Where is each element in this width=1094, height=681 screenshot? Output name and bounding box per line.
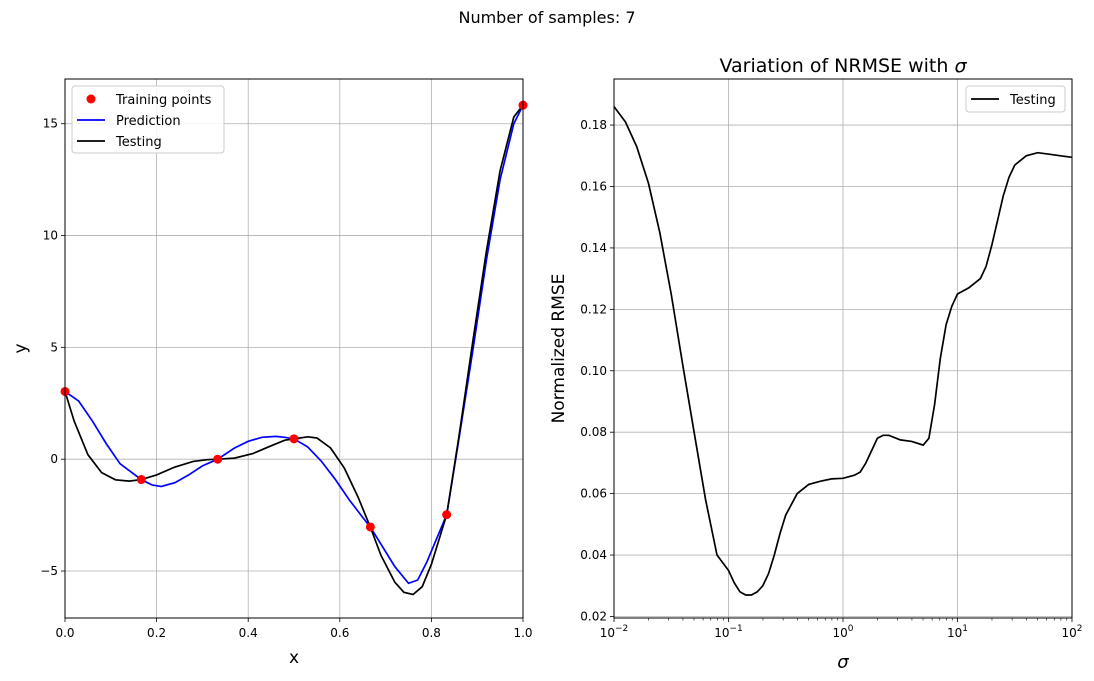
right-x-tick-label: 10−2 — [600, 624, 629, 640]
left-x-axis-label: x — [289, 648, 299, 668]
left-y-tick-label: 10 — [43, 229, 58, 243]
left-x-tick-label: 0.2 — [147, 626, 166, 640]
left-x-tick-label: 1.0 — [513, 626, 532, 640]
right-y-tick-label: 0.06 — [580, 487, 607, 501]
right-x-tick-label: 100 — [832, 624, 853, 640]
right-x-tick-label: 10−1 — [714, 624, 743, 640]
left-y-tick-label: 15 — [43, 117, 58, 131]
left-x-tick-label: 0.0 — [55, 626, 74, 640]
right-x-tick-label: 101 — [947, 624, 968, 640]
right-y-tick-label: 0.02 — [580, 609, 607, 623]
right-series-testing — [614, 106, 1072, 596]
right-y-tick-label: 0.08 — [580, 425, 607, 439]
right-y-tick-label: 0.10 — [580, 364, 607, 378]
left-legend-label: Testing — [115, 135, 162, 150]
right-chart: 10−2 10−1 100 101 102 0.02 0.04 0.06 0.08 0.10 0.1… — [549, 55, 1083, 673]
left-series-prediction — [65, 104, 523, 585]
right-x-tick-label: 102 — [1061, 624, 1082, 640]
right-y-tick-label: 0.14 — [580, 241, 607, 255]
training-point — [213, 454, 223, 464]
left-series-testing — [65, 104, 523, 596]
right-chart-title: Variation of NRMSE with σ — [720, 55, 968, 77]
training-point — [442, 510, 452, 520]
right-y-tick-label: 0.18 — [580, 118, 607, 132]
training-point — [365, 522, 375, 532]
left-chart: 0.0 0.2 0.4 0.6 0.8 1.0 −5 0 5 10 15 x y Training poi… — [11, 78, 533, 668]
right-legend-box — [965, 85, 1066, 113]
right-y-tick-label: 0.04 — [580, 548, 607, 562]
left-y-tick-label: 5 — [50, 340, 58, 354]
left-legend-label: Prediction — [116, 114, 181, 129]
left-legend-marker — [86, 94, 96, 104]
training-point — [136, 475, 146, 485]
right-legend-label: Testing — [1009, 93, 1056, 108]
left-x-tick-label: 0.6 — [330, 626, 349, 640]
figure-suptitle: Number of samples: 7 — [458, 8, 636, 27]
left-y-tick-label: −5 — [40, 564, 58, 578]
left-y-tick-label: 0 — [50, 452, 58, 466]
left-y-axis-label: y — [11, 343, 31, 353]
right-y-tick-label: 0.12 — [580, 302, 607, 316]
left-x-tick-label: 0.4 — [239, 626, 258, 640]
left-x-tick-label: 0.8 — [422, 626, 441, 640]
left-axes-frame — [64, 78, 524, 619]
right-x-axis-label: σ — [837, 652, 849, 673]
right-axes-frame — [613, 78, 1073, 619]
right-y-tick-label: 0.16 — [580, 179, 607, 193]
right-y-axis-label: Normalized RMSE — [549, 274, 569, 424]
left-legend-box — [71, 85, 225, 154]
left-legend-label: Training points — [115, 93, 212, 108]
training-point — [289, 434, 299, 444]
